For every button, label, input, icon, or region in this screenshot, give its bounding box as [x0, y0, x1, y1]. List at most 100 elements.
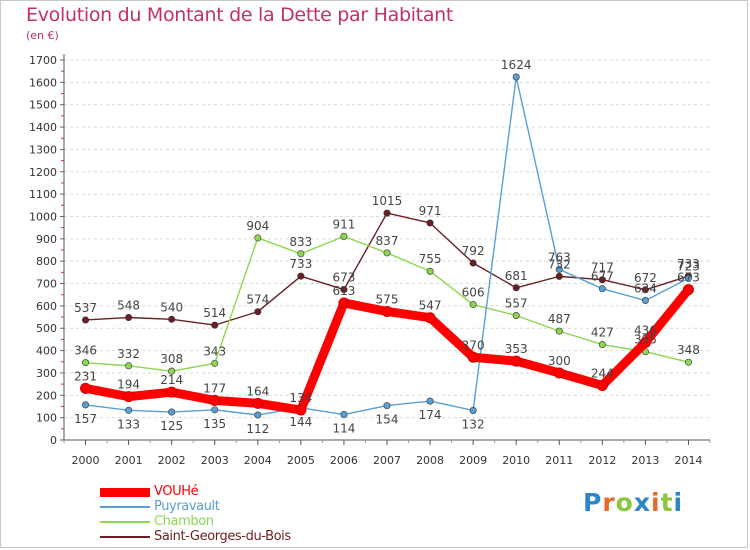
data-label-saint-georges-du-bois: 717	[591, 261, 614, 275]
data-label-puyravault: 144	[289, 415, 312, 429]
legend-swatch	[100, 521, 150, 523]
data-point-saint-georges-du-bois	[469, 259, 477, 267]
data-label-puyravault: 157	[74, 412, 97, 426]
data-label-vouh: 164	[246, 384, 269, 398]
legend-swatch	[100, 506, 150, 508]
data-label-vouh: 244	[591, 366, 614, 380]
data-point-vouh	[80, 382, 92, 394]
logo-letter: r	[602, 488, 616, 517]
x-tick-label: 2008	[416, 454, 444, 467]
y-tick-label: 0	[50, 434, 57, 447]
data-label-chambon: 837	[376, 234, 399, 248]
data-point-chambon	[598, 341, 606, 349]
x-tick-label: 2000	[72, 454, 100, 467]
data-label-saint-georges-du-bois: 733	[677, 257, 700, 271]
y-tick-label: 1000	[29, 210, 57, 223]
data-point-puyravault	[125, 406, 133, 414]
data-point-vouh	[381, 305, 393, 317]
data-point-vouh	[553, 367, 565, 379]
data-point-vouh	[682, 284, 694, 296]
legend-label: Saint-Georges-du-Bois	[154, 529, 291, 544]
proxiti-logo: Proxiti	[583, 488, 683, 517]
logo-letter: x	[633, 488, 651, 517]
data-label-chambon: 332	[117, 347, 140, 361]
y-tick-label: 1300	[29, 143, 57, 156]
data-label-chambon: 487	[548, 312, 571, 326]
data-label-saint-georges-du-bois: 548	[117, 299, 140, 313]
data-label-puyravault: 133	[117, 417, 140, 431]
data-point-puyravault	[641, 297, 649, 305]
y-tick-label: 1400	[29, 121, 57, 134]
data-point-puyravault	[254, 411, 262, 419]
data-point-puyravault	[168, 408, 176, 416]
logo-letter: t	[660, 488, 674, 517]
data-label-puyravault: 154	[376, 413, 399, 427]
data-label-saint-georges-du-bois: 733	[289, 257, 312, 271]
data-label-chambon: 911	[332, 217, 355, 231]
logo-letter: o	[615, 488, 634, 517]
x-tick-label: 2012	[588, 454, 616, 467]
y-tick-label: 1500	[29, 99, 57, 112]
data-point-saint-georges-du-bois	[297, 272, 305, 280]
data-label-vouh: 194	[117, 378, 140, 392]
data-label-vouh: 214	[160, 373, 183, 387]
data-label-puyravault: 174	[419, 408, 442, 422]
data-label-saint-georges-du-bois: 681	[505, 269, 528, 283]
data-label-chambon: 557	[505, 296, 528, 310]
data-point-vouh	[295, 404, 307, 416]
data-label-puyravault: 135	[203, 417, 226, 431]
x-tick-label: 2007	[373, 454, 401, 467]
x-tick-label: 2002	[158, 454, 186, 467]
data-label-saint-georges-du-bois: 1015	[372, 194, 403, 208]
data-label-chambon: 343	[203, 344, 226, 358]
data-label-vouh: 673	[677, 271, 700, 285]
data-point-vouh	[467, 351, 479, 363]
data-label-saint-georges-du-bois: 514	[203, 306, 226, 320]
data-label-vouh: 575	[376, 292, 399, 306]
data-point-vouh	[639, 337, 651, 349]
data-point-vouh	[209, 394, 221, 406]
x-tick-label: 2011	[545, 454, 573, 467]
data-label-vouh: 353	[505, 342, 528, 356]
y-tick-label: 900	[36, 233, 57, 246]
data-point-chambon	[512, 311, 520, 319]
logo-letter: i	[673, 488, 684, 517]
chart-title: Evolution du Montant de la Dette par Hab…	[26, 4, 454, 26]
data-point-vouh	[123, 391, 135, 403]
y-tick-label: 700	[36, 278, 57, 291]
data-point-vouh	[424, 312, 436, 324]
legend-swatch	[100, 487, 150, 497]
data-label-puyravault: 125	[160, 419, 183, 433]
data-point-chambon	[426, 267, 434, 275]
data-point-saint-georges-du-bois	[555, 272, 563, 280]
data-point-saint-georges-du-bois	[426, 219, 434, 227]
data-label-vouh: 231	[74, 369, 97, 383]
data-point-puyravault	[211, 406, 219, 414]
legend-label: VOUHé	[154, 484, 199, 499]
data-point-puyravault	[555, 265, 563, 273]
y-tick-label: 400	[36, 345, 57, 358]
data-point-chambon	[555, 327, 563, 335]
data-label-puyravault: 763	[548, 250, 571, 264]
legend-label: Chambon	[154, 514, 214, 529]
y-tick-label: 1700	[29, 54, 57, 67]
x-tick-label: 2001	[115, 454, 143, 467]
data-point-puyravault	[383, 402, 391, 410]
chart-unit-label: (en €)	[26, 29, 59, 42]
data-point-saint-georges-du-bois	[512, 284, 520, 292]
data-label-vouh: 370	[462, 338, 485, 352]
data-point-saint-georges-du-bois	[254, 308, 262, 316]
data-label-saint-georges-du-bois: 792	[462, 244, 485, 258]
data-point-saint-georges-du-bois	[168, 315, 176, 323]
data-label-chambon: 308	[160, 352, 183, 366]
data-label-chambon: 755	[419, 252, 442, 266]
data-label-saint-georges-du-bois: 537	[74, 301, 97, 315]
data-point-saint-georges-du-bois	[211, 321, 219, 329]
data-label-puyravault: 114	[332, 422, 355, 436]
y-tick-label: 1100	[29, 188, 57, 201]
data-label-puyravault: 112	[246, 422, 269, 436]
data-point-saint-georges-du-bois	[125, 314, 133, 322]
x-tick-label: 2009	[459, 454, 487, 467]
